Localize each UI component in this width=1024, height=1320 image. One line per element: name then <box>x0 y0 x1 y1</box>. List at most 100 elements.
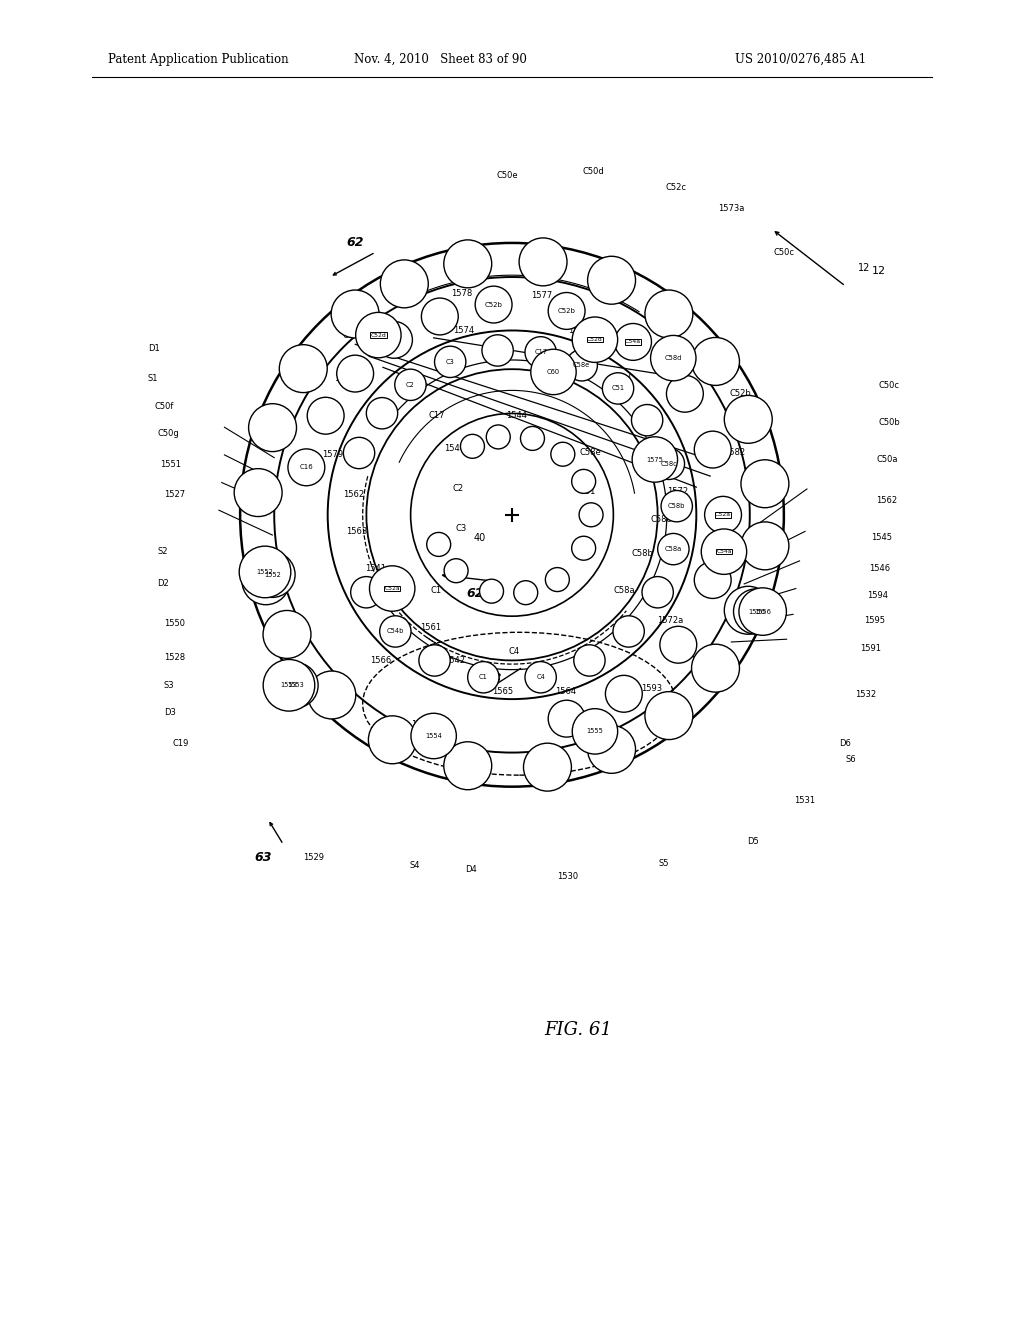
Text: C58e: C58e <box>573 362 591 368</box>
Circle shape <box>667 375 703 412</box>
Text: 1531: 1531 <box>795 796 816 805</box>
Text: C58c: C58c <box>660 461 677 467</box>
Text: 1595: 1595 <box>864 616 885 626</box>
Circle shape <box>443 240 492 288</box>
Circle shape <box>701 529 746 574</box>
Text: 1572a: 1572a <box>657 616 684 626</box>
Text: S5: S5 <box>658 859 670 867</box>
Circle shape <box>530 350 577 395</box>
Text: 1590: 1590 <box>690 656 712 665</box>
Text: D5: D5 <box>748 837 760 846</box>
Circle shape <box>263 660 314 711</box>
Text: 62: 62 <box>346 236 365 249</box>
Text: C54b: C54b <box>383 601 404 610</box>
Text: C19: C19 <box>173 739 189 748</box>
Circle shape <box>519 238 567 286</box>
Circle shape <box>427 532 451 557</box>
Circle shape <box>331 290 379 338</box>
Text: 1553: 1553 <box>281 682 297 688</box>
Text: C17: C17 <box>428 411 444 420</box>
Circle shape <box>343 437 375 469</box>
Text: 1554: 1554 <box>425 733 442 739</box>
Circle shape <box>422 298 459 335</box>
Circle shape <box>250 552 295 598</box>
Circle shape <box>691 338 739 385</box>
Circle shape <box>520 426 545 450</box>
Circle shape <box>694 561 731 598</box>
Circle shape <box>479 579 504 603</box>
Circle shape <box>566 350 597 381</box>
Circle shape <box>369 715 417 764</box>
Text: 1530: 1530 <box>557 871 578 880</box>
Circle shape <box>337 355 374 392</box>
Circle shape <box>307 397 344 434</box>
Text: C17: C17 <box>535 350 547 355</box>
Text: 1577: 1577 <box>530 290 552 300</box>
Text: 1561: 1561 <box>420 623 441 632</box>
Text: C58c: C58c <box>650 515 672 524</box>
Circle shape <box>263 610 311 659</box>
Text: 1566: 1566 <box>371 656 392 665</box>
Text: C50f: C50f <box>155 401 174 411</box>
Circle shape <box>514 581 538 605</box>
Circle shape <box>571 470 596 494</box>
Circle shape <box>411 713 457 759</box>
Circle shape <box>741 459 788 508</box>
Circle shape <box>580 503 603 527</box>
Circle shape <box>419 644 451 676</box>
Circle shape <box>653 449 685 479</box>
Text: 1550: 1550 <box>164 619 184 628</box>
Text: 1574: 1574 <box>454 326 475 335</box>
Circle shape <box>691 644 739 692</box>
Text: C50b: C50b <box>879 418 900 428</box>
Circle shape <box>288 449 325 486</box>
Circle shape <box>632 404 663 436</box>
Circle shape <box>234 469 282 516</box>
Text: C16: C16 <box>342 330 359 339</box>
Text: C58d: C58d <box>665 355 682 362</box>
Circle shape <box>571 536 596 560</box>
Circle shape <box>694 432 731 469</box>
Text: 12: 12 <box>858 263 870 273</box>
Text: 1572: 1572 <box>668 487 688 496</box>
Text: 1547: 1547 <box>395 297 417 305</box>
Circle shape <box>705 496 741 533</box>
Circle shape <box>370 566 415 611</box>
Circle shape <box>482 335 513 366</box>
Circle shape <box>657 533 689 565</box>
Text: C54a: C54a <box>625 339 641 345</box>
Text: 1562: 1562 <box>411 721 432 730</box>
Text: C16: C16 <box>299 465 313 470</box>
Text: 1573a: 1573a <box>718 205 744 214</box>
Text: 1552: 1552 <box>264 572 281 578</box>
Circle shape <box>461 434 484 458</box>
Text: 1581: 1581 <box>567 326 589 335</box>
Circle shape <box>739 587 786 635</box>
Text: D4: D4 <box>465 865 476 874</box>
Circle shape <box>443 742 492 789</box>
Text: C4: C4 <box>508 647 519 656</box>
Text: 1542: 1542 <box>444 656 465 665</box>
Text: 62: 62 <box>466 586 484 599</box>
Text: S4: S4 <box>410 861 421 870</box>
Circle shape <box>662 491 692 521</box>
Text: D3: D3 <box>164 709 175 718</box>
Text: C52b: C52b <box>484 301 503 308</box>
Circle shape <box>525 337 556 368</box>
Text: C50c: C50c <box>879 381 900 391</box>
Text: C50c: C50c <box>773 248 795 256</box>
Text: 1562: 1562 <box>877 496 897 506</box>
Circle shape <box>645 692 693 739</box>
Text: C58e: C58e <box>580 447 601 457</box>
Circle shape <box>280 345 328 392</box>
Text: C58b: C58b <box>632 549 653 558</box>
Text: C50e: C50e <box>497 172 518 180</box>
Text: 12: 12 <box>871 265 886 276</box>
Circle shape <box>572 317 617 363</box>
Text: C51: C51 <box>611 385 625 392</box>
Circle shape <box>588 256 636 304</box>
Text: C60: C60 <box>547 370 560 375</box>
Text: US 2010/0276,485 A1: US 2010/0276,485 A1 <box>735 53 866 66</box>
Text: Nov. 4, 2010   Sheet 83 of 90: Nov. 4, 2010 Sheet 83 of 90 <box>354 53 526 66</box>
Text: C52c: C52c <box>666 183 686 193</box>
